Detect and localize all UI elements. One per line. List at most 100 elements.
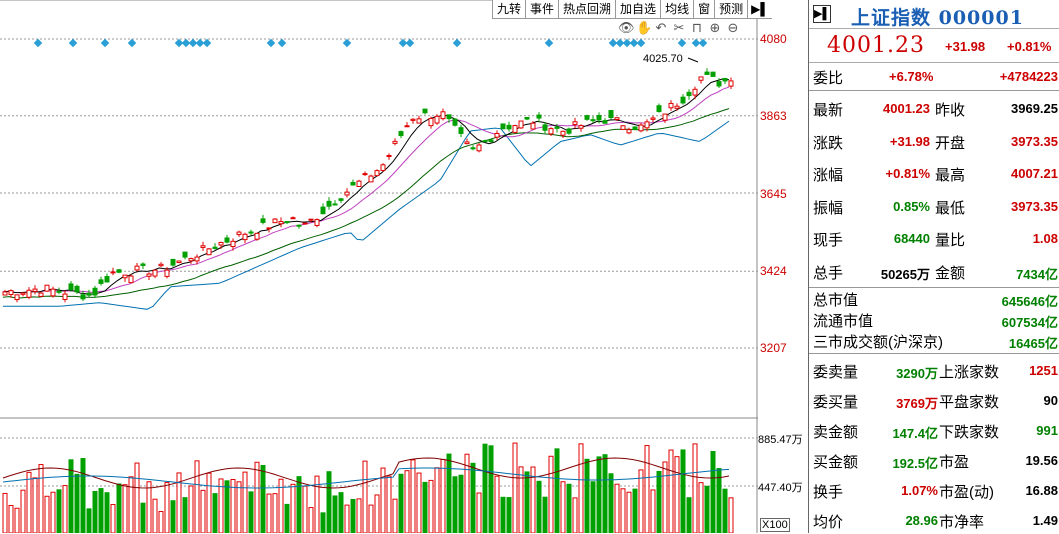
volume-bar — [176, 472, 182, 533]
toolbar-jiuzhuan-button[interactable]: 九转 — [492, 0, 525, 18]
volume-bar — [692, 443, 698, 533]
down-candle — [116, 269, 122, 273]
up-candle — [476, 144, 482, 152]
scissors-icon[interactable]: ✂ — [673, 20, 685, 35]
stat-label: 均价 — [813, 514, 844, 531]
stat-value: 4007.21 — [1011, 166, 1058, 181]
up-candle — [410, 118, 416, 121]
down-candle — [686, 91, 692, 97]
event-diamond-icon — [544, 38, 554, 48]
volume-bar — [74, 473, 80, 533]
volume-bar — [122, 484, 128, 533]
volume-bar — [566, 483, 572, 533]
up-candle — [8, 290, 14, 295]
event-diamond-icon — [188, 38, 198, 48]
stat-value: 1.07% — [901, 483, 938, 498]
up-candle — [560, 130, 566, 136]
price-tick-label: 3207 — [760, 341, 787, 355]
volume-bar — [386, 475, 392, 533]
stat-value: 3973.35 — [1011, 133, 1058, 149]
down-candle — [596, 115, 602, 121]
stat-label: 下跌家数 — [939, 424, 1000, 441]
toolbar-window-button[interactable]: 窗 — [693, 0, 714, 18]
up-candle — [32, 288, 38, 292]
toolbar-event-button[interactable]: 事件 — [525, 0, 558, 18]
stat-label: 振幅 — [813, 199, 844, 217]
up-candle — [38, 292, 44, 297]
down-candle — [584, 115, 590, 120]
collapse-panel-icon[interactable]: ▶▌ — [813, 5, 831, 23]
stat-value: 1.49 — [1032, 513, 1058, 528]
volume-bar — [626, 491, 632, 533]
volume-bar — [20, 489, 26, 533]
stat-label: 涨跌 — [813, 134, 844, 152]
stat-value: 68440 — [893, 231, 930, 246]
up-candle — [662, 113, 668, 121]
undo-icon[interactable]: ↶ — [655, 20, 667, 35]
up-candle — [254, 232, 260, 240]
volume-bar — [500, 496, 506, 533]
quote-header: ▶▌ 上证指数 000001 — [809, 0, 1059, 29]
stat-label: 涨幅 — [813, 167, 844, 184]
event-diamond-icon — [452, 38, 462, 48]
kline-chart-area[interactable]: 4025.70 九转 事件 热点回溯 加自选 均线 窗 预测 ▶▌ 👁 ✋ ↶ … — [0, 0, 772, 533]
down-candle — [326, 200, 332, 207]
event-diamond-icon — [174, 38, 184, 48]
up-candle — [110, 271, 116, 274]
kline-chart[interactable]: 4025.70 — [0, 0, 758, 533]
down-candle — [104, 276, 110, 283]
up-candle — [512, 125, 518, 133]
volume-bar — [14, 507, 20, 533]
up-candle — [392, 140, 398, 144]
volume-bar — [518, 466, 524, 533]
down-candle — [140, 263, 146, 266]
trade-stat-row: 卖金额 147.4亿 下跌家数 991 — [809, 416, 1059, 444]
hand-icon[interactable]: ✋ — [636, 20, 653, 35]
quote-stat-row: 最新 4001.23 昨收 3969.25 — [809, 94, 1059, 122]
zoom-out-icon[interactable]: ⊖ — [727, 20, 739, 35]
volume-bar — [590, 481, 596, 533]
eye-icon[interactable]: 👁 — [618, 20, 635, 35]
volume-bar — [2, 492, 8, 533]
up-candle — [50, 288, 56, 297]
up-candle — [674, 105, 680, 109]
toolbar-forecast-button[interactable]: 预测 — [714, 0, 747, 18]
lock-icon[interactable]: ⊓ — [691, 20, 703, 35]
volume-bar — [716, 468, 722, 533]
volume-bar — [194, 460, 200, 533]
volume-bar — [266, 493, 272, 533]
current-price: 4001.23 — [827, 33, 925, 58]
down-candle — [590, 119, 596, 122]
volume-bar — [200, 489, 206, 533]
toolbar-ma-button[interactable]: 均线 — [660, 0, 693, 18]
down-candle — [332, 203, 338, 206]
quote-stat-row: 现手 68440 量比 1.08 — [809, 224, 1059, 252]
volume-bar — [62, 485, 68, 533]
stat-label: 买金额 — [813, 454, 859, 471]
toolbar-hotspot-button[interactable]: 热点回溯 — [558, 0, 615, 18]
volume-bar — [26, 471, 32, 533]
up-candle — [572, 121, 578, 125]
volume-bar — [680, 449, 686, 533]
up-candle — [290, 217, 296, 220]
volume-bar — [56, 489, 62, 533]
volume-bar — [8, 504, 14, 533]
volume-bar — [620, 488, 626, 533]
volume-bar — [668, 449, 674, 533]
toolbar-add-watchlist-button[interactable]: 加自选 — [615, 0, 660, 18]
up-candle — [122, 274, 128, 279]
down-candle — [86, 292, 92, 296]
volume-bar — [686, 497, 692, 533]
zoom-in-icon[interactable]: ⊕ — [709, 20, 721, 35]
up-candle — [266, 227, 272, 230]
weibi-pct: +6.78% — [889, 69, 934, 84]
volume-bar — [134, 462, 140, 533]
volume-bar — [146, 481, 152, 533]
toolbar-expand-icon[interactable]: ▶▌ — [747, 0, 772, 18]
up-candle — [404, 125, 410, 128]
volume-bar — [212, 493, 218, 533]
stat-label: 总市值 — [813, 292, 859, 309]
volume-bar — [488, 445, 494, 533]
volume-bar — [356, 498, 362, 533]
stat-value: 16.88 — [1025, 483, 1058, 498]
